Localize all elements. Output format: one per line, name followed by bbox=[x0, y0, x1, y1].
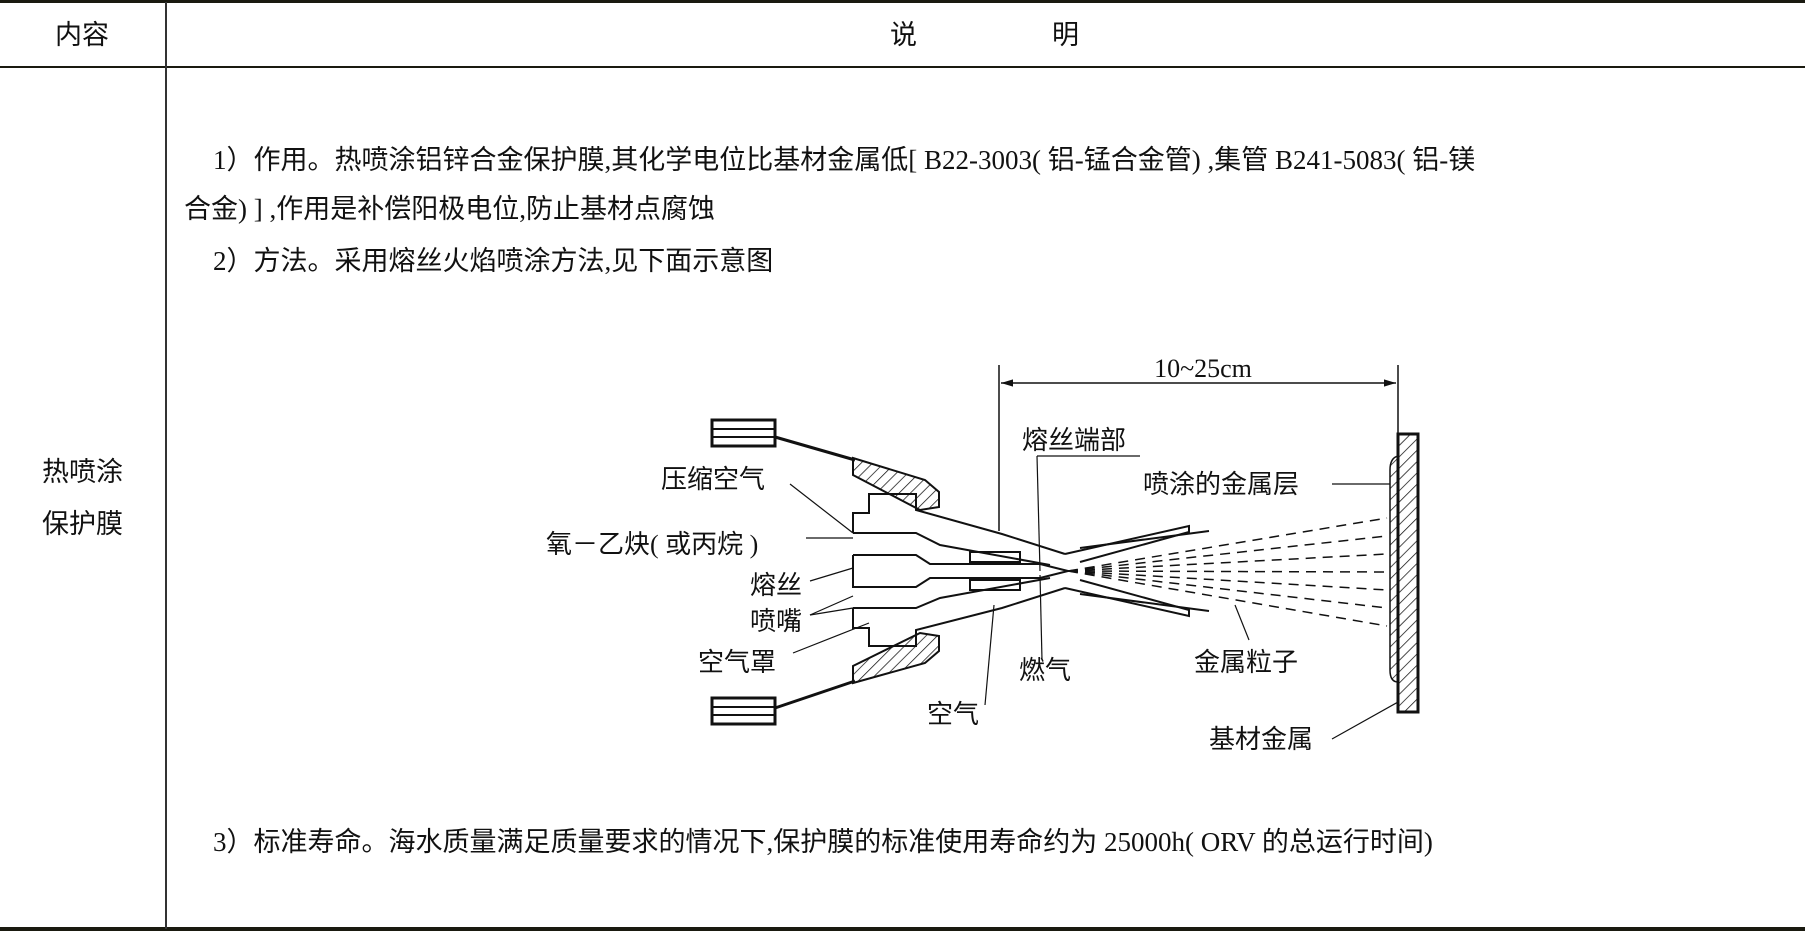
label-fuel-gas: 燃气 bbox=[1019, 656, 1071, 685]
gun-body-top bbox=[852, 493, 1066, 555]
metal-particle-stream bbox=[1067, 517, 1388, 627]
spray-shield-top bbox=[1064, 524, 1190, 563]
label-substrate: 基材金属 bbox=[1209, 725, 1313, 754]
sprayed-metal-layer bbox=[1389, 455, 1399, 683]
label-oxy-acetylene: 氧－乙炔( 或丙烷 ) bbox=[546, 530, 758, 559]
label-air-cap: 空气罩 bbox=[698, 648, 776, 677]
item2: 2）方法。采用熔丝火焰喷涂方法,见下面示意图 bbox=[213, 246, 774, 276]
spray-shield-top-outer bbox=[1079, 530, 1210, 549]
header-description-1: 说 bbox=[890, 20, 917, 50]
row-content-line2: 保护膜 bbox=[42, 509, 123, 539]
wire-guide bbox=[852, 554, 1069, 588]
hose-bottom bbox=[774, 679, 856, 710]
distance-label: 10~25cm bbox=[1154, 354, 1252, 383]
hose-connector-bottom bbox=[710, 696, 777, 726]
table-top-border bbox=[0, 0, 1805, 3]
item1-line2: 合金) ] ,作用是补偿阳极电位,防止基材点腐蚀 bbox=[184, 194, 715, 224]
wire-tip-sleeve-top bbox=[969, 551, 1021, 563]
spray-shield-bottom-outer bbox=[1079, 593, 1210, 612]
label-wire-tip: 熔丝端部 bbox=[1022, 426, 1126, 455]
label-air: 空气 bbox=[927, 700, 979, 729]
label-compressed-air: 压缩空气 bbox=[661, 465, 765, 494]
label-nozzle: 喷嘴 bbox=[750, 607, 802, 636]
header-divider bbox=[0, 66, 1805, 68]
gun-body-bottom bbox=[852, 587, 1066, 647]
air-cap-bottom bbox=[852, 631, 940, 685]
leader-lines bbox=[789, 455, 1399, 740]
hose-connector-top bbox=[710, 418, 777, 448]
table-bottom-border bbox=[0, 927, 1805, 931]
spray-shield-bottom bbox=[1064, 579, 1190, 618]
label-wire: 熔丝 bbox=[750, 571, 802, 600]
wire-tip-sleeve-bottom bbox=[969, 579, 1021, 591]
label-sprayed-layer: 喷涂的金属层 bbox=[1143, 470, 1299, 499]
item1-line1: 1）作用。热喷涂铝锌合金保护膜,其化学电位比基材金属低[ B22-3003( 铝… bbox=[213, 145, 1476, 175]
substrate-metal bbox=[1396, 432, 1420, 714]
item3: 3）标准寿命。海水质量满足质量要求的情况下,保护膜的标准使用寿命约为 25000… bbox=[213, 827, 1433, 857]
header-description-2: 明 bbox=[1052, 20, 1079, 50]
nozzle-top bbox=[853, 532, 1051, 566]
air-cap-top bbox=[852, 456, 940, 512]
header-content: 内容 bbox=[55, 20, 109, 50]
column-divider bbox=[165, 2, 167, 929]
label-metal-particles: 金属粒子 bbox=[1194, 648, 1298, 677]
nozzle-bottom bbox=[853, 577, 1051, 609]
row-content-line1: 热喷涂 bbox=[42, 457, 123, 487]
hose-top bbox=[774, 435, 856, 462]
